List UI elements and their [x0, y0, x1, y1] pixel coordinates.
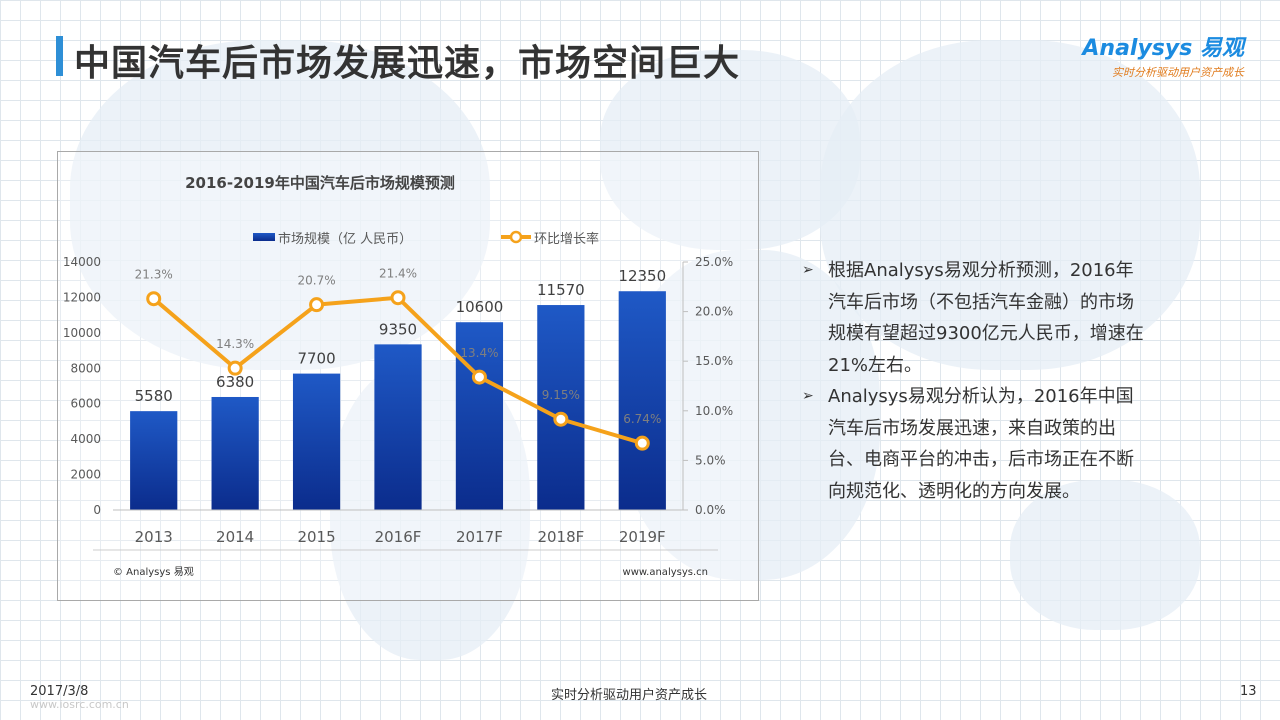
bar-value-label: 7700 — [297, 350, 335, 368]
title-accent-bar — [56, 36, 63, 76]
bar-value-label: 12350 — [618, 267, 666, 285]
y2-tick-label: 15.0% — [695, 354, 733, 368]
x-tick-label: 2014 — [216, 528, 254, 546]
growth-point — [471, 369, 487, 385]
bullet-item: ➢ 根据Analysys易观分析预测，2016年汽车后市场（不包括汽车金融）的市… — [800, 255, 1150, 381]
y2-tick-label: 20.0% — [695, 305, 733, 319]
footer-watermark-url: www.iosrc.com.cn — [30, 698, 129, 711]
x-tick-label: 2016F — [375, 528, 422, 546]
brand-logo-text: Analysys 易观 — [1082, 36, 1244, 61]
map-europe — [600, 50, 860, 250]
growth-value-label: 9.15% — [542, 388, 580, 402]
growth-value-label: 21.4% — [379, 267, 417, 281]
x-tick-label: 2019F — [619, 528, 666, 546]
chart-title: 2016-2019年中国汽车后市场规模预测 — [185, 174, 455, 192]
brand-slogan: 实时分析驱动用户资产成长 — [1112, 66, 1244, 79]
bar — [455, 322, 504, 510]
y-tick-label: 4000 — [70, 432, 101, 446]
y-tick-label: 10000 — [63, 326, 101, 340]
legend-bar-swatch — [253, 233, 275, 241]
map-north-america — [70, 40, 490, 370]
bar — [537, 305, 585, 510]
chart-source-right: www.analysys.cn — [623, 567, 708, 578]
chart-frame: 2016-2019年中国汽车后市场规模预测 市场规模（亿 人民币） 环比增长率 0… — [57, 151, 759, 601]
bar-value-label: 10600 — [456, 298, 504, 316]
y2-tick-label: 25.0% — [695, 255, 733, 269]
legend-line-marker — [509, 230, 523, 244]
y-tick-label: 2000 — [70, 468, 101, 482]
y-tick-label: 6000 — [70, 397, 101, 411]
growth-value-label: 14.3% — [216, 337, 254, 351]
footer-date: 2017/3/8 — [30, 684, 89, 699]
growth-value-label: 6.74% — [623, 412, 661, 426]
x-tick-label: 2013 — [135, 528, 173, 546]
growth-point — [309, 297, 325, 313]
growth-point — [634, 435, 650, 451]
bar — [374, 344, 422, 510]
legend-line-label: 环比增长率 — [534, 231, 599, 247]
y-tick-label: 12000 — [63, 290, 101, 304]
bar-value-label: 5580 — [135, 387, 173, 405]
y-tick-label: 0 — [93, 503, 101, 517]
growth-value-label: 20.7% — [298, 274, 336, 288]
market-size-chart: 2016-2019年中国汽车后市场规模预测 市场规模（亿 人民币） 环比增长率 0… — [63, 174, 733, 578]
bar-value-label: 6380 — [216, 373, 254, 391]
bar — [211, 396, 259, 510]
brand-logo: Analysys 易观 实时分析驱动用户资产成长 — [1074, 30, 1244, 80]
bar — [618, 291, 666, 510]
y-axis-right: 0.0% 5.0% 10.0% 15.0% 20.0% 25.0% — [682, 255, 733, 517]
growth-point — [227, 360, 243, 376]
chart-source-left: © Analysys 易观 — [113, 566, 194, 578]
chart-legend: 市场规模（亿 人民币） 环比增长率 — [253, 230, 599, 247]
map-australia — [1010, 480, 1200, 630]
x-tick-label: 2017F — [456, 528, 503, 546]
growth-value-label: 13.4% — [460, 346, 498, 360]
page-title: 中国汽车后市场发展迅速，市场空间巨大 — [74, 43, 741, 84]
growth-point — [390, 290, 406, 306]
x-axis: 2013 2014 2015 2016F 2017F 2018F 2019F — [93, 509, 718, 551]
growth-point — [146, 291, 162, 307]
y2-tick-label: 0.0% — [695, 503, 726, 517]
arrow-bullet-icon: ➢ — [802, 262, 814, 278]
arrow-bullet-icon: ➢ — [802, 388, 814, 404]
y-axis-left: 0 2000 4000 6000 8000 10000 12000 14000 — [63, 255, 101, 517]
x-tick-label: 2015 — [297, 528, 335, 546]
page-number: 13 — [1240, 684, 1257, 699]
bullet-item: ➢ Analysys易观分析认为，2016年中国汽车后市场发展迅速，来自政策的出… — [800, 381, 1150, 507]
bar-value-label: 9350 — [379, 320, 417, 338]
y2-tick-label: 5.0% — [695, 453, 726, 467]
y2-tick-label: 10.0% — [695, 404, 733, 418]
x-tick-label: 2018F — [537, 528, 584, 546]
bar — [130, 411, 178, 510]
y-tick-label: 14000 — [63, 255, 101, 269]
legend-bar-label: 市场规模（亿 人民币） — [278, 231, 412, 247]
growth-line-series: 21.3% 14.3% 20.7% 21.4% 13.4% 9.15% 6.74% — [135, 267, 661, 451]
y-tick-label: 8000 — [70, 361, 101, 375]
growth-value-label: 21.3% — [135, 268, 173, 282]
bullet-text: Analysys易观分析认为，2016年中国汽车后市场发展迅速，来自政策的出台、… — [828, 386, 1134, 502]
summary-bullets: ➢ 根据Analysys易观分析预测，2016年汽车后市场（不包括汽车金融）的市… — [800, 255, 1150, 507]
bar-value-label: 11570 — [537, 281, 585, 299]
footer-slogan: 实时分析驱动用户资产成长 — [551, 688, 708, 703]
bar-series: 5580 6380 7700 9350 10600 11570 12350 — [130, 267, 666, 510]
growth-point — [553, 411, 569, 427]
bullet-text: 根据Analysys易观分析预测，2016年汽车后市场（不包括汽车金融）的市场规… — [828, 260, 1144, 376]
bar — [292, 373, 341, 510]
map-asia — [820, 40, 1200, 370]
